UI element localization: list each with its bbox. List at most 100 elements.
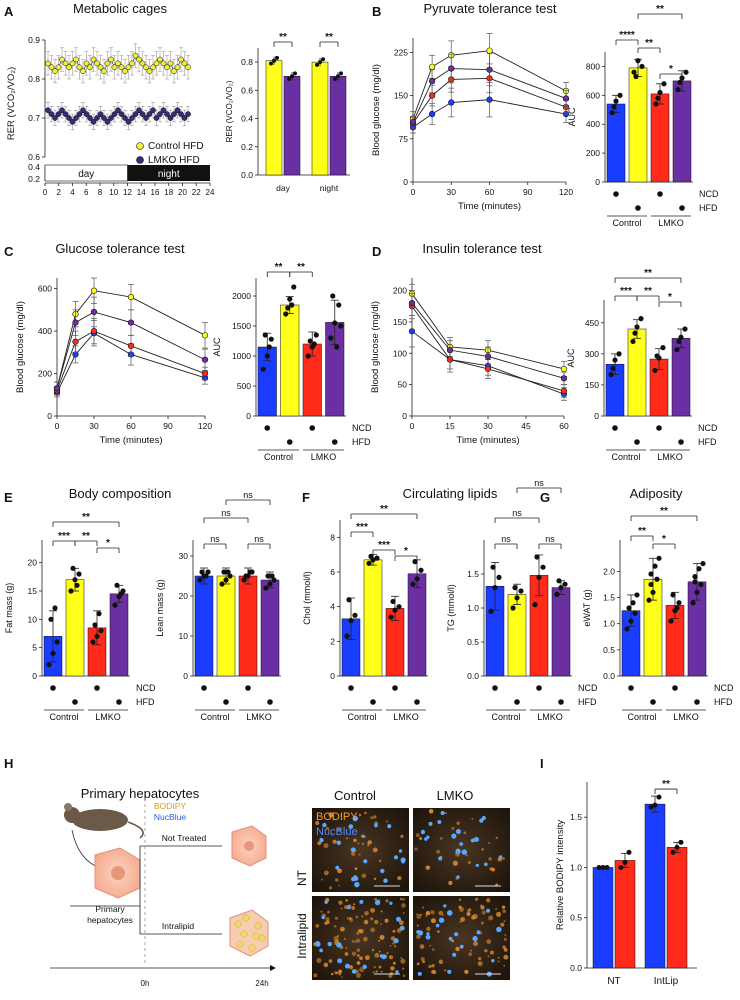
E2-sig-sig-label: ns [243,490,253,500]
D2-point [676,338,682,345]
nucleus-spot [361,834,365,838]
D2-point [634,324,640,330]
A1-point [125,64,132,71]
D2-sig-sig-label: * [668,292,672,303]
F2-design-dot [536,685,542,691]
lipid-droplet [503,947,508,952]
lipid-droplet [359,967,365,973]
lipid-droplet [503,954,509,960]
lipid-droplet [345,947,348,950]
nucleus-spot [350,847,356,853]
C2-ylabel: AUC [212,337,222,357]
lipid-droplet [346,837,348,840]
F2-sig-sig-label: ns [512,508,522,518]
F1-design-dot [392,685,398,691]
lipid-droplet-icon [242,914,250,922]
C1-point [201,356,209,363]
A1-point [101,68,107,75]
lipid-droplet-icon [236,940,244,948]
E1-y-tick-label: 5 [32,643,37,653]
C1-y-tick-label: 400 [38,326,52,336]
D2-group-control: Control [611,452,640,462]
G1-design-dot [650,699,656,705]
C1-point [201,332,209,339]
C1-point [90,308,98,316]
F2-group-control: Control [491,712,520,722]
lipid-droplet [332,839,337,844]
nucleus-spot [389,901,393,905]
B2-point [639,63,645,70]
E2-bar [216,575,236,677]
C2-point [328,335,334,341]
E1-title: Body composition [69,486,172,501]
lipid-droplet [325,917,330,922]
lipid-droplet [501,905,506,909]
E1-point [70,565,76,571]
lipid-droplet [320,910,323,913]
B2-point [635,58,641,64]
mouse-icon [72,809,128,831]
G1-point [656,555,662,561]
A2-point [336,74,340,79]
lipid-droplet [380,970,383,973]
D1-series-line [411,305,565,392]
panel-letter-F: F [302,490,310,505]
I1-point [626,849,632,855]
nucleus-spot [446,910,453,916]
A1-point [108,115,114,121]
nucleus-spot [438,856,443,861]
E2-group-lmko: LMKO [246,712,272,722]
lipid-droplet [497,960,500,963]
nucleus-spot [337,958,343,964]
lipid-droplet [452,860,458,866]
lipid-droplet [378,950,381,953]
lipid-droplet [416,962,420,966]
F2-point [556,578,562,584]
lipid-droplet [364,910,369,916]
E1-point [50,650,56,656]
G1-point [632,610,638,616]
B1-point [486,66,493,73]
F1-point [374,555,380,561]
nucleus-spot [496,926,502,933]
A1-point [185,111,191,117]
H-arm-intralipid: Intralipid [162,921,194,931]
nucleus-spot [380,868,385,874]
A1-day-label: day [78,169,94,180]
lipid-droplet [398,920,404,926]
D2-point [654,353,660,359]
C1-y-tick-label: 200 [38,369,52,379]
E1-sig-sig-label: * [106,538,110,549]
lipid-droplet [392,942,395,945]
lipid-droplet [356,931,360,935]
lipid-droplet [357,842,360,845]
A1-point [83,111,90,117]
B1-x-tick-label: 0 [411,187,416,197]
nucleus-spot [354,881,360,888]
A1-point [48,111,55,117]
lipid-droplet [349,918,354,922]
nucleus-spot [336,840,342,845]
E1-bar [65,579,85,677]
A1-x-tick-label: 4 [70,188,75,197]
F1-y-tick-label: 8 [330,532,335,542]
lipid-droplet [375,970,378,973]
A2-point [315,62,319,67]
C2-y-tick-label: 500 [237,381,251,391]
lipid-droplet [327,910,330,914]
panel-letter-C: C [4,244,14,259]
A2-category-label: night [320,183,339,193]
D1-point [408,299,416,307]
G1-point [670,592,676,598]
B1-y-tick-label: 75 [399,134,409,144]
C2-group-control: Control [264,452,293,462]
lipid-droplet [385,899,389,903]
nucleus-spot [437,820,442,825]
lipid-droplet [334,971,338,975]
B1-y-tick-label: 0 [403,177,408,187]
E2-point [205,569,211,575]
G1-point [624,626,630,632]
E1-sig-sig-label: ** [82,531,90,542]
nucleus-spot [344,963,350,969]
lipid-droplet [358,853,361,856]
